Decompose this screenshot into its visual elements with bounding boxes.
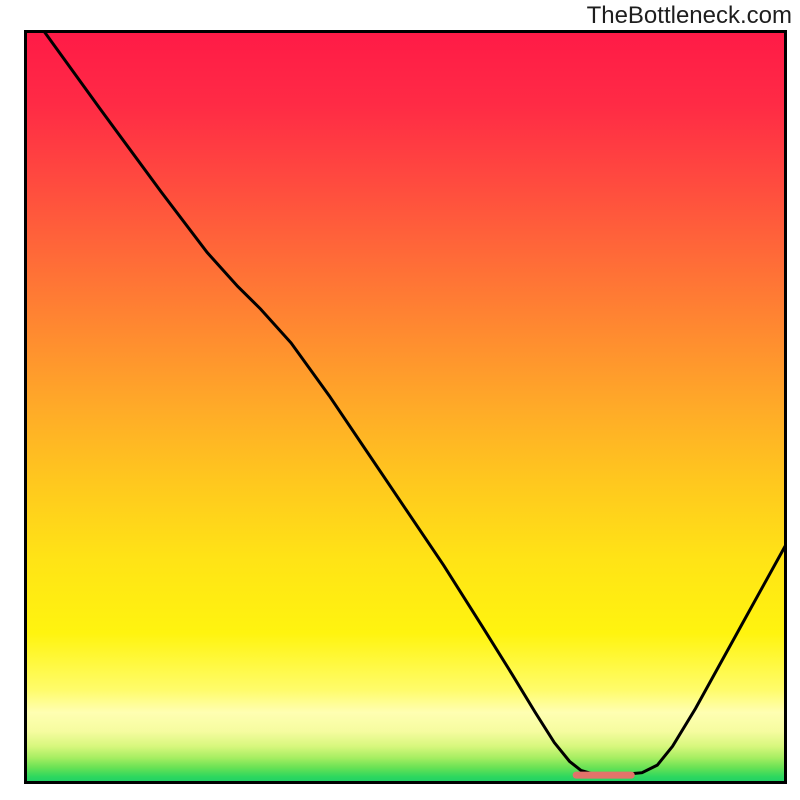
watermark-text: TheBottleneck.com bbox=[587, 2, 792, 30]
plot-area bbox=[24, 30, 787, 784]
min-marker bbox=[573, 772, 636, 779]
gradient-background bbox=[24, 30, 787, 784]
stage: TheBottleneck.com bbox=[0, 0, 800, 800]
